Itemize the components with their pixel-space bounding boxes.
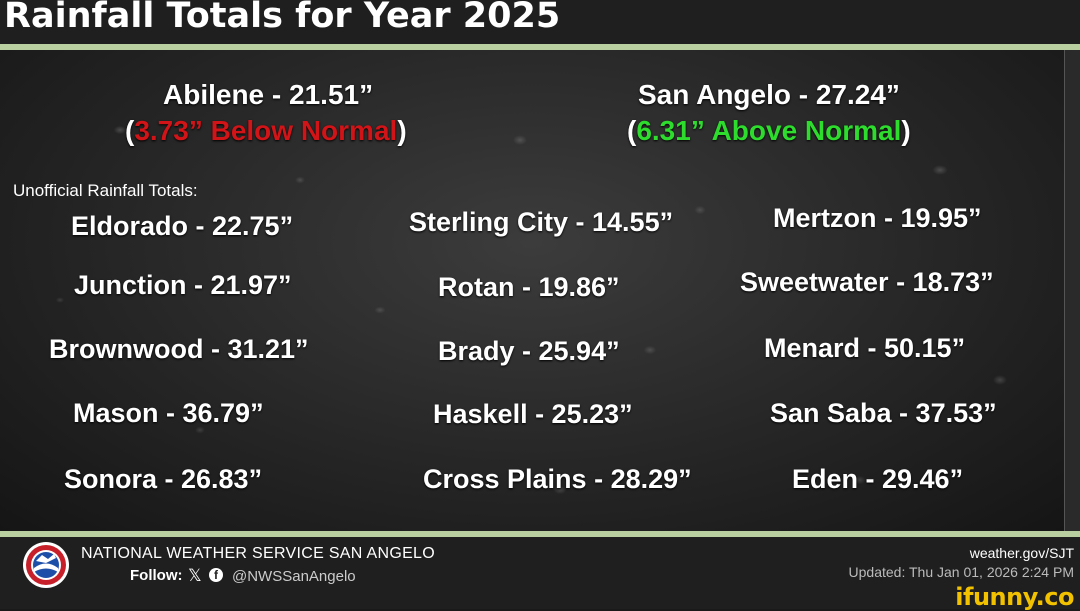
station-mason: Mason - 36.79”	[73, 398, 264, 428]
station-sterling-city: Sterling City - 14.55”	[409, 207, 674, 237]
paren-open: (	[627, 115, 637, 146]
page-title: Rainfall Totals for Year 2025	[4, 0, 561, 36]
top-divider	[0, 44, 1080, 50]
station-mertzon: Mertzon - 19.95”	[773, 203, 982, 233]
station-menard: Menard - 50.15”	[764, 333, 966, 363]
noaa-nws-logo-icon	[23, 542, 69, 588]
san-angelo-departure: (6.31” Above Normal)	[627, 115, 911, 147]
station-brownwood: Brownwood - 31.21”	[49, 334, 309, 364]
san-angelo-total: San Angelo - 27.24”	[638, 79, 900, 110]
station-sonora: Sonora - 26.83”	[64, 464, 263, 494]
ifunny-watermark: ifunny.co	[955, 583, 1074, 611]
header-bar	[0, 0, 1080, 44]
unofficial-label: Unofficial Rainfall Totals:	[13, 181, 198, 200]
social-handle[interactable]: @NWSSanAngelo	[232, 568, 356, 585]
rain-background-panel	[0, 50, 1064, 531]
abilene-departure: (3.73” Below Normal)	[125, 115, 407, 147]
office-name: NATIONAL WEATHER SERVICE SAN ANGELO	[81, 545, 435, 562]
station-junction: Junction - 21.97”	[74, 270, 292, 300]
updated-timestamp: Updated: Thu Jan 01, 2026 2:24 PM	[848, 564, 1074, 580]
paren-close: )	[397, 115, 407, 146]
station-eldorado: Eldorado - 22.75”	[71, 211, 294, 241]
station-brady: Brady - 25.94”	[438, 336, 620, 366]
above-normal-text: 6.31” Above Normal	[636, 115, 902, 146]
footer-bar	[0, 537, 1080, 609]
bottom-divider	[0, 531, 1080, 537]
website-link[interactable]: weather.gov/SJT	[969, 545, 1074, 561]
x-logo-icon[interactable]: 𝕏	[188, 566, 202, 585]
station-haskell: Haskell - 25.23”	[433, 399, 633, 429]
below-normal-text: 3.73” Below Normal	[134, 115, 398, 146]
station-sweetwater: Sweetwater - 18.73”	[740, 267, 994, 297]
abilene-total: Abilene - 21.51”	[163, 79, 374, 110]
facebook-icon[interactable]: f	[209, 568, 223, 582]
paren-close: )	[901, 115, 911, 146]
paren-open: (	[125, 115, 135, 146]
follow-label: Follow:	[130, 567, 183, 584]
station-rotan: Rotan - 19.86”	[438, 272, 620, 302]
station-cross-plains: Cross Plains - 28.29”	[423, 464, 692, 494]
station-eden: Eden - 29.46”	[792, 464, 964, 494]
right-edge-strip	[1064, 50, 1080, 531]
station-san-saba: San Saba - 37.53”	[770, 398, 997, 428]
